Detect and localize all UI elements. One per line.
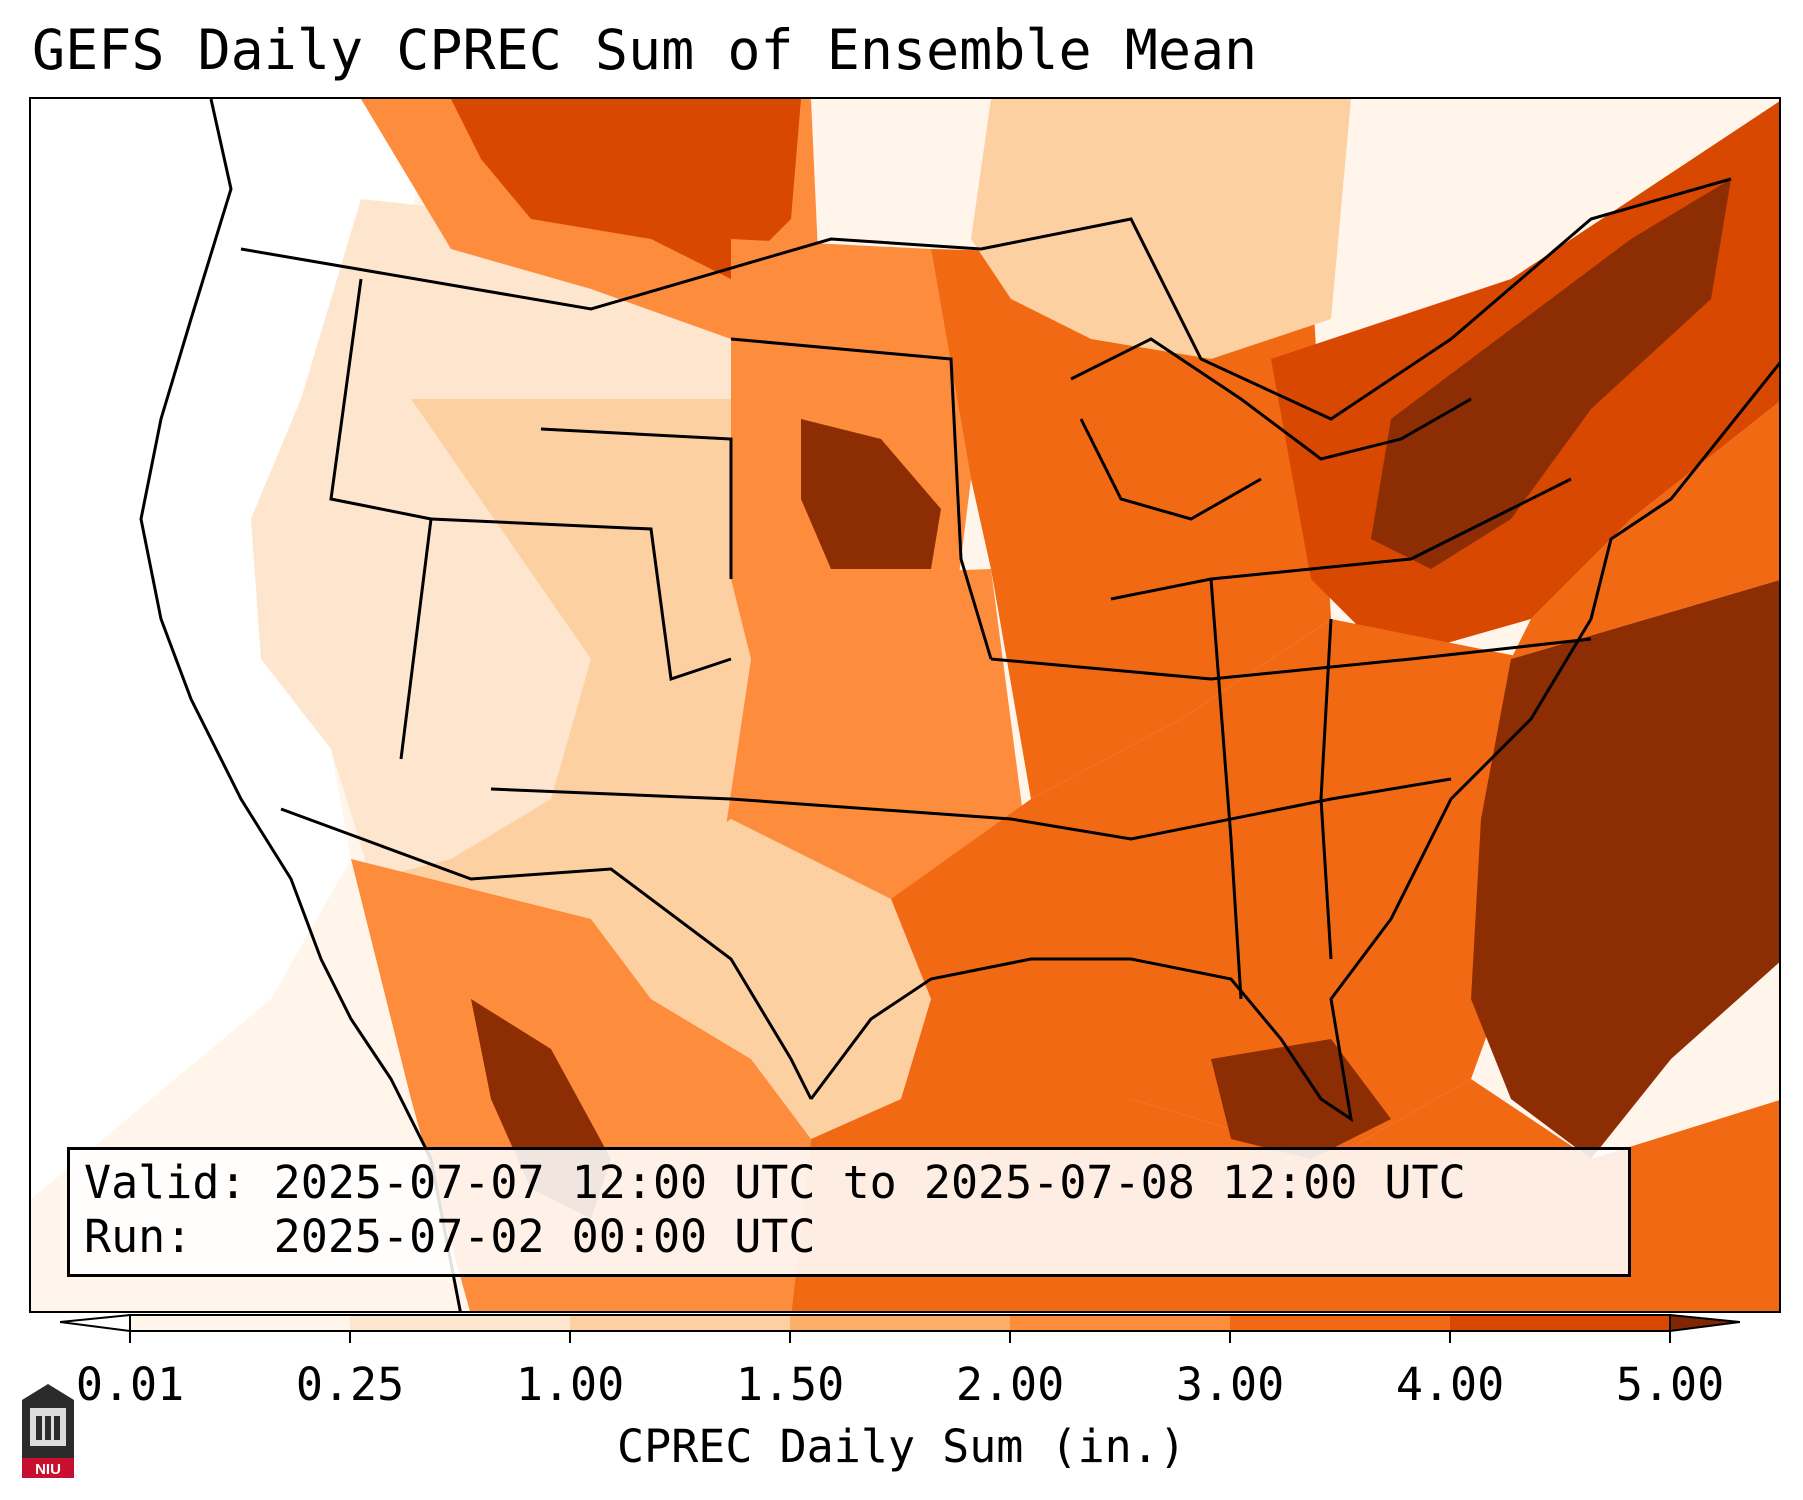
- coastline-borders: [139, 99, 1779, 1311]
- precip-zone-pacific: [31, 99, 251, 1159]
- map-frame: [29, 97, 1781, 1313]
- run-time-text: Run: 2025-07-02 00:00 UTC: [84, 1210, 816, 1263]
- colorbar-tick-label: 0.01: [75, 1358, 185, 1411]
- colorbar-under-arrow: [60, 1313, 131, 1333]
- colorbar-ticks: [129, 1331, 1671, 1343]
- precip-zone-canada-dark: [451, 99, 801, 279]
- us-mexico-border: [280, 807, 813, 1100]
- colorbar-segment: [1230, 1315, 1451, 1331]
- precip-map: [31, 99, 1779, 1311]
- great-lakes-outline: [1070, 337, 1472, 521]
- state-line-4: [490, 787, 1012, 821]
- colorbar-tick-label: 1.50: [735, 1358, 845, 1411]
- page-title: GEFS Daily CPREC Sum of Ensemble Mean: [32, 18, 1258, 82]
- colorbar-tick-label: 1.00: [515, 1358, 625, 1411]
- niu-castle-logo-icon: NIU: [22, 1384, 74, 1478]
- precip-zone-atlantic-max: [1471, 580, 1779, 1159]
- state-line-10: [1319, 618, 1333, 960]
- valid-time-text: Valid: 2025-07-07 12:00 UTC to 2025-07-0…: [84, 1156, 1466, 1209]
- colorbar-segments: [130, 1315, 1671, 1331]
- precip-zone-plains: [721, 569, 1031, 899]
- colorbar-segment: [1010, 1315, 1231, 1331]
- state-line-7: [1010, 777, 1452, 841]
- us-canada-border: [240, 177, 1732, 421]
- colorbar-tick-label: 0.25: [295, 1358, 405, 1411]
- colorbar-segment: [570, 1315, 791, 1331]
- info-box: Valid: 2025-07-07 12:00 UTC to 2025-07-0…: [67, 1147, 1631, 1277]
- state-line-6: [990, 637, 1592, 681]
- colorbar-tick-label: 5.00: [1615, 1358, 1725, 1411]
- colorbar-over-arrow: [1669, 1313, 1740, 1333]
- state-line-1: [329, 278, 433, 760]
- state-line-3: [540, 427, 733, 579]
- colorbar-segment: [790, 1315, 1011, 1331]
- precip-zone-atlantic: [1511, 402, 1779, 659]
- colorbar-segment: [1450, 1315, 1671, 1331]
- precip-zone-northeast-max: [1371, 179, 1731, 569]
- precip-zone-rockies: [371, 399, 751, 919]
- colorbar-tick-label: 3.00: [1175, 1358, 1285, 1411]
- precip-zone-southeast: [891, 619, 1551, 1159]
- precip-zone-texas: [591, 819, 931, 1139]
- state-line-2: [430, 517, 732, 681]
- colorbar-segment: [130, 1315, 351, 1331]
- colorbar: [60, 1313, 1740, 1343]
- colorbar-tick-label: 4.00: [1395, 1358, 1505, 1411]
- west-coastline: [139, 99, 462, 1311]
- colorbar-label: CPREC Daily Sum (in.): [617, 1420, 1186, 1473]
- precip-zone-great-basin: [251, 199, 731, 879]
- state-line-8: [1110, 477, 1572, 601]
- colorbar-border: [129, 1314, 1671, 1332]
- precip-zone-upper-lakes: [971, 99, 1351, 359]
- colorbar-tick-label: 2.00: [955, 1358, 1065, 1411]
- logo-text: NIU: [35, 1461, 61, 1478]
- colorbar-segment: [350, 1315, 571, 1331]
- state-line-5: [730, 337, 993, 660]
- precip-zone-nebraska-max: [801, 419, 941, 569]
- gulf-coastline: [809, 361, 1779, 1123]
- state-line-9: [1209, 578, 1243, 1000]
- precip-zone-gulf-max: [1211, 1039, 1391, 1159]
